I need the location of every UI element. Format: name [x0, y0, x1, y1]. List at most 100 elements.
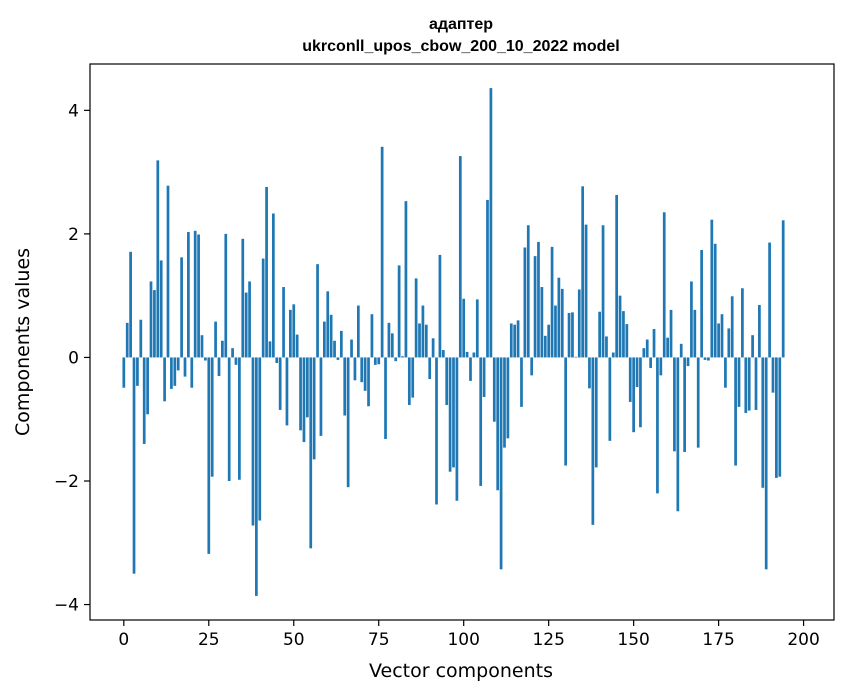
- bar: [628, 357, 632, 402]
- x-tick-label: 150: [617, 630, 649, 650]
- bar: [673, 357, 676, 452]
- bar: [142, 357, 146, 444]
- bar: [635, 357, 639, 388]
- bar: [707, 357, 710, 361]
- bar: [292, 304, 296, 358]
- bar: [482, 357, 486, 397]
- bar: [605, 336, 608, 358]
- bar: [424, 324, 428, 358]
- x-tick-label: 125: [532, 630, 564, 650]
- bar: [615, 194, 619, 358]
- bar: [394, 357, 398, 362]
- bar: [703, 357, 707, 360]
- bar: [421, 305, 425, 358]
- bar: [176, 357, 180, 371]
- bar: [618, 295, 622, 358]
- bar: [683, 357, 686, 452]
- bar: [690, 281, 693, 358]
- bar: [268, 341, 272, 358]
- bar: [564, 357, 568, 466]
- bar: [625, 324, 629, 358]
- bar: [754, 357, 758, 410]
- bar: [401, 356, 404, 358]
- bar: [768, 242, 771, 358]
- bar: [244, 292, 248, 358]
- bar: [543, 335, 547, 358]
- bar: [520, 357, 523, 407]
- bar: [221, 340, 224, 358]
- bar: [594, 357, 598, 468]
- y-tick-label: 0: [68, 348, 79, 368]
- bar: [197, 234, 200, 358]
- bar: [598, 311, 602, 358]
- bar: [686, 357, 690, 367]
- bar: [153, 290, 156, 358]
- bar: [741, 288, 744, 358]
- bar: [452, 357, 455, 468]
- y-axis-label: Components values: [12, 248, 34, 436]
- bar: [356, 305, 360, 358]
- bar: [778, 357, 782, 477]
- bar: [652, 329, 656, 358]
- bar: [370, 314, 374, 358]
- chart-title: адаптер: [429, 16, 493, 33]
- bar: [170, 357, 173, 389]
- bar: [227, 357, 231, 481]
- bar: [367, 357, 370, 407]
- bar: [489, 88, 493, 358]
- bar: [588, 357, 591, 389]
- bar: [363, 357, 367, 391]
- bar: [122, 357, 126, 388]
- bar: [200, 335, 204, 358]
- bar: [747, 357, 751, 411]
- bar: [758, 304, 761, 358]
- bar: [129, 251, 132, 358]
- bar: [380, 146, 384, 358]
- bar: [571, 312, 574, 358]
- bar: [509, 323, 513, 358]
- bar: [149, 281, 153, 358]
- bar: [771, 357, 775, 393]
- bar: [659, 357, 663, 376]
- bar: [730, 296, 734, 358]
- bar: [611, 352, 615, 358]
- bar: [210, 357, 214, 477]
- y-tick-label: 4: [68, 101, 79, 121]
- chart-subtitle: ukrconll_upos_cbow_200_10_2022 model: [302, 38, 619, 55]
- bar: [285, 357, 289, 426]
- bar: [295, 334, 299, 358]
- bar: [272, 213, 275, 358]
- bar: [469, 357, 472, 381]
- bar: [193, 230, 197, 358]
- bar: [717, 323, 720, 358]
- bar: [435, 357, 438, 505]
- bar: [516, 320, 520, 358]
- bar: [550, 246, 554, 358]
- bar: [373, 357, 377, 365]
- y-tick-label: 2: [68, 225, 79, 245]
- bar: [662, 212, 666, 358]
- bar: [458, 156, 462, 358]
- bar: [159, 260, 163, 358]
- bar: [530, 357, 534, 376]
- bar: [316, 264, 319, 358]
- x-axis-ticks: 0 25 50 75 100 125 150 175 200: [118, 620, 820, 650]
- bar: [214, 321, 217, 358]
- bar: [275, 357, 279, 363]
- bar: [204, 357, 207, 361]
- x-axis-label: Vector components: [369, 660, 553, 682]
- x-tick-label: 75: [368, 630, 390, 650]
- y-tick-label: −4: [54, 596, 79, 616]
- bar: [438, 254, 442, 358]
- bar: [397, 265, 401, 358]
- bar: [329, 314, 333, 358]
- bar: [428, 357, 432, 380]
- bar: [346, 357, 350, 488]
- bar: [533, 256, 537, 358]
- bar: [764, 357, 768, 570]
- bar: [234, 357, 238, 365]
- bar: [523, 247, 527, 358]
- bar: [418, 323, 421, 358]
- bar: [336, 357, 340, 360]
- bar: [642, 348, 646, 358]
